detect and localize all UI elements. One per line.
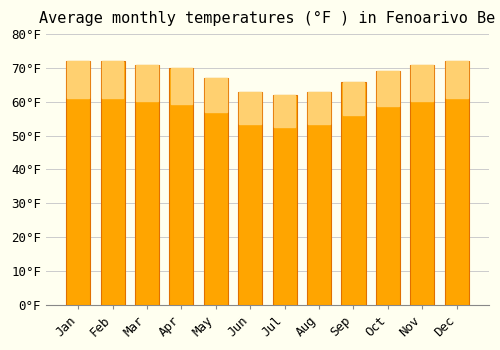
Bar <box>274 95 295 127</box>
Bar <box>136 65 158 101</box>
Bar <box>376 71 400 305</box>
Bar <box>377 71 398 106</box>
Bar <box>102 61 124 98</box>
Bar <box>412 65 433 101</box>
Bar <box>238 92 262 305</box>
Bar <box>307 92 331 305</box>
Title: Average monthly temperatures (°F ) in Fenoarivo Be: Average monthly temperatures (°F ) in Fe… <box>40 11 496 26</box>
Bar <box>135 65 159 305</box>
Bar <box>446 61 468 98</box>
Bar <box>204 78 228 305</box>
Bar <box>410 65 434 305</box>
Bar <box>308 92 330 124</box>
Bar <box>272 95 296 305</box>
Bar <box>100 61 124 305</box>
Bar <box>205 78 227 112</box>
Bar <box>66 61 90 305</box>
Bar <box>170 68 194 305</box>
Bar <box>342 82 365 305</box>
Bar <box>170 68 192 104</box>
Bar <box>444 61 469 305</box>
Bar <box>240 92 261 124</box>
Bar <box>342 82 364 115</box>
Bar <box>68 61 89 98</box>
